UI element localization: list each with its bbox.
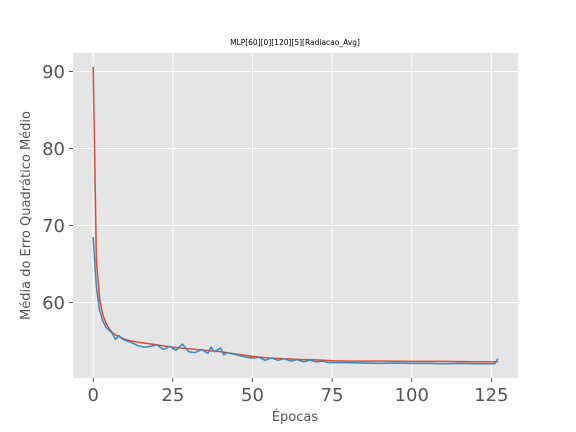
x-axis-ticks: 0 25 50 75 100 125 (88, 378, 509, 406)
x-tick-label: 0 (88, 385, 99, 406)
series-line-1 (92, 66, 498, 363)
x-tick-label: 75 (321, 385, 344, 406)
x-axis-label: Épocas (272, 409, 319, 425)
x-tick-label: 125 (474, 385, 508, 406)
y-axis-ticks: 60 70 80 90 (42, 62, 73, 314)
series-lines (92, 66, 499, 365)
x-tick-label: 25 (161, 385, 184, 406)
y-tick-label: 90 (42, 62, 65, 83)
chart-title: MLP[60][0][120][5][Radiacao_Avg] (230, 38, 360, 47)
y-axis-label: Média do Erro Quadrático Médio (19, 111, 34, 320)
y-tick-label: 70 (42, 216, 65, 237)
x-tick-label: 100 (395, 385, 429, 406)
y-tick-label: 60 (42, 293, 65, 314)
y-tick-label: 80 (42, 139, 65, 160)
x-tick-label: 50 (241, 385, 264, 406)
plot-area (73, 53, 518, 378)
series-line-2 (92, 237, 499, 365)
gridlines (73, 53, 518, 378)
